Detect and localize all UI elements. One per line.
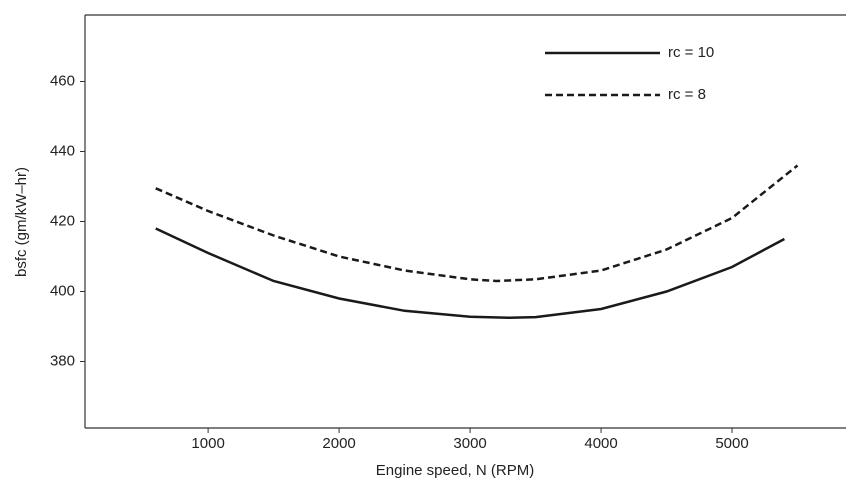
x-tick-label: 2000 [322, 435, 355, 452]
series-line [155, 164, 799, 283]
x-tick-label: 4000 [584, 435, 617, 452]
x-tick-label: 5000 [715, 435, 748, 452]
legend-label: rc = 10 [668, 44, 714, 61]
y-tick-label: 460 [50, 72, 75, 89]
y-tick-label: 440 [50, 142, 75, 159]
x-tick-label: 1000 [191, 435, 224, 452]
x-tick-label: 3000 [453, 435, 486, 452]
y-axis-label: bsfc (gm/kW–hr) [13, 167, 30, 277]
legend-label: rc = 8 [668, 86, 706, 103]
x-axis-label: Engine speed, N (RPM) [376, 462, 534, 479]
y-tick-label: 420 [50, 212, 75, 229]
y-tick-label: 400 [50, 282, 75, 299]
series-line [155, 227, 785, 320]
y-tick-label: 380 [50, 352, 75, 369]
